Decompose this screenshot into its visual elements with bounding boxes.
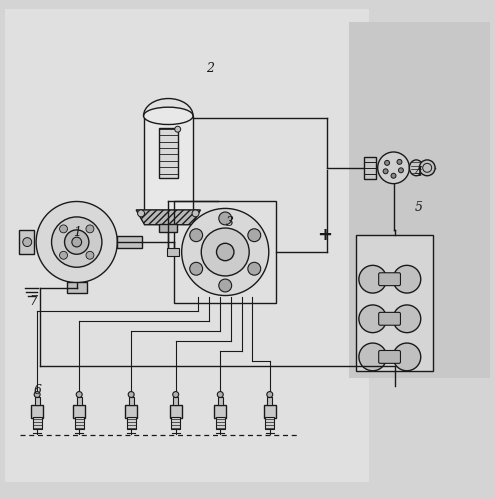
Circle shape [72, 237, 82, 247]
Circle shape [182, 209, 269, 295]
Circle shape [419, 160, 435, 176]
Circle shape [393, 305, 421, 333]
Bar [117, 236, 142, 248]
Polygon shape [136, 210, 200, 225]
Bar [127, 417, 136, 429]
Bar [264, 405, 276, 418]
Bar [159, 128, 178, 178]
Text: +: + [317, 226, 332, 244]
Text: 4: 4 [414, 166, 422, 179]
Circle shape [359, 343, 387, 371]
Bar [33, 417, 42, 429]
Bar [173, 397, 178, 405]
Bar [170, 405, 182, 418]
Bar [174, 201, 276, 303]
Circle shape [138, 210, 145, 217]
Text: 7: 7 [30, 295, 38, 308]
Bar [144, 116, 193, 210]
Bar [218, 397, 223, 405]
Bar [159, 224, 177, 232]
Circle shape [190, 229, 202, 242]
Circle shape [128, 392, 134, 398]
Circle shape [59, 251, 67, 259]
Circle shape [397, 159, 402, 164]
Circle shape [359, 305, 387, 333]
Bar [171, 417, 180, 429]
Circle shape [86, 251, 94, 259]
Circle shape [248, 262, 261, 275]
FancyBboxPatch shape [379, 273, 400, 285]
Circle shape [219, 279, 232, 292]
Circle shape [393, 265, 421, 293]
Circle shape [175, 126, 181, 132]
Circle shape [217, 392, 223, 398]
Ellipse shape [144, 107, 193, 125]
Bar [35, 397, 40, 405]
FancyBboxPatch shape [379, 350, 400, 363]
Circle shape [393, 343, 421, 371]
Circle shape [378, 152, 409, 184]
Bar [364, 157, 376, 179]
Text: 1: 1 [73, 226, 81, 239]
Bar [349, 22, 490, 378]
Circle shape [383, 169, 388, 174]
Circle shape [248, 229, 261, 242]
FancyBboxPatch shape [379, 312, 400, 325]
Circle shape [190, 262, 202, 275]
Circle shape [36, 202, 117, 282]
Bar [5, 9, 369, 482]
Bar [265, 417, 274, 429]
Ellipse shape [409, 160, 423, 176]
Text: 3: 3 [226, 216, 234, 229]
Bar [77, 397, 82, 405]
Bar [216, 417, 225, 429]
Circle shape [359, 265, 387, 293]
Circle shape [391, 173, 396, 178]
Circle shape [201, 228, 249, 276]
Bar [19, 230, 34, 254]
Text: 5: 5 [414, 201, 422, 214]
Bar [75, 417, 84, 429]
Circle shape [76, 392, 82, 398]
Bar [125, 405, 137, 418]
Circle shape [86, 225, 94, 233]
Bar [31, 405, 43, 418]
Circle shape [398, 168, 403, 173]
Bar [129, 397, 134, 405]
Bar [214, 405, 226, 418]
Bar [73, 405, 85, 418]
Circle shape [64, 230, 89, 254]
Circle shape [219, 212, 232, 225]
Text: 2: 2 [206, 62, 214, 75]
Circle shape [23, 238, 32, 247]
Circle shape [34, 392, 40, 398]
Circle shape [385, 160, 390, 165]
Bar [267, 397, 272, 405]
Circle shape [173, 392, 179, 398]
Bar [167, 248, 179, 256]
Bar [67, 281, 87, 292]
Bar [356, 235, 433, 371]
Circle shape [216, 244, 234, 260]
Text: 6: 6 [33, 384, 41, 397]
Circle shape [51, 217, 102, 267]
Circle shape [267, 392, 273, 398]
Circle shape [59, 225, 67, 233]
Circle shape [192, 210, 199, 217]
